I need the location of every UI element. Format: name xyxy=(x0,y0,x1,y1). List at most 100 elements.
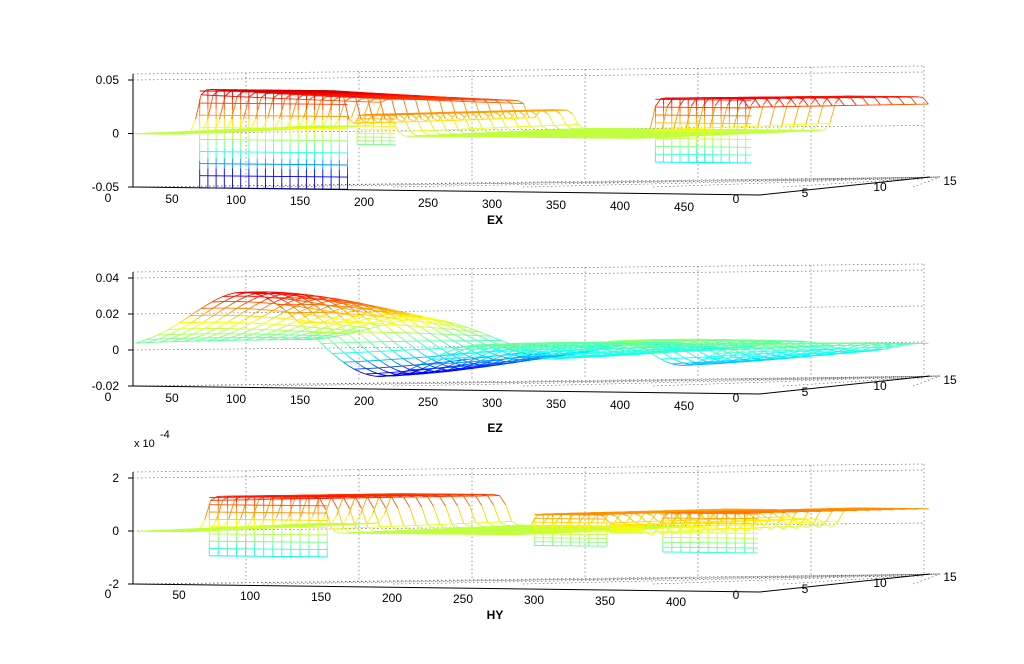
mesh-segment xyxy=(169,132,182,134)
mesh-segment xyxy=(469,344,475,347)
mesh-segment xyxy=(224,91,231,97)
mesh-segment xyxy=(384,363,391,368)
mesh-segment xyxy=(697,350,704,355)
mesh-segment xyxy=(673,105,680,130)
mesh-segment xyxy=(493,127,500,132)
mesh-segment xyxy=(488,98,501,101)
mesh-segment xyxy=(482,127,495,129)
mesh-segment xyxy=(433,129,440,135)
mesh-segment xyxy=(406,95,419,98)
mesh-segment xyxy=(262,320,269,325)
mesh-segment xyxy=(461,112,469,121)
mesh-segment xyxy=(247,91,261,93)
mesh-segment xyxy=(529,129,542,132)
mesh-segment xyxy=(441,135,454,138)
mesh-segment xyxy=(356,352,363,358)
surface-mesh xyxy=(135,89,929,190)
mesh-segment xyxy=(368,98,375,103)
mesh-segment xyxy=(530,125,543,127)
mesh-segment xyxy=(470,127,483,130)
mesh-segment xyxy=(812,123,819,131)
mesh-segment xyxy=(320,313,327,317)
mesh-segment xyxy=(408,118,415,122)
mesh-segment xyxy=(457,133,470,135)
mesh-segment xyxy=(470,112,477,117)
mesh-segment xyxy=(838,98,845,106)
mesh-segment xyxy=(209,321,216,326)
mesh-segment xyxy=(347,92,360,95)
mesh-segment xyxy=(805,103,812,125)
mesh-segment xyxy=(334,125,347,128)
mesh-segment xyxy=(168,328,181,330)
mesh-segment xyxy=(451,354,458,358)
mesh-segment xyxy=(151,334,158,338)
mesh-segment xyxy=(213,311,220,316)
mesh-segment xyxy=(291,99,298,119)
mesh-segment xyxy=(291,125,304,128)
y-tick-label: 0 xyxy=(733,192,740,206)
mesh-segment xyxy=(649,106,656,131)
mesh-segment xyxy=(236,91,243,97)
mesh-segment xyxy=(498,102,506,118)
mesh-segment xyxy=(287,324,300,327)
mesh-segment xyxy=(225,311,232,316)
surface-mesh xyxy=(135,291,929,377)
x-tick-label: 350 xyxy=(546,198,566,212)
mesh-segment xyxy=(481,132,494,134)
mesh-segment xyxy=(337,357,344,363)
mesh-segment xyxy=(274,128,287,130)
mesh-segment xyxy=(230,301,237,306)
mesh-segment xyxy=(440,347,447,353)
mesh-segment xyxy=(517,100,524,104)
mesh-segment xyxy=(529,136,542,138)
mesh-segment xyxy=(469,128,476,134)
mesh-segment xyxy=(818,129,825,131)
mesh-segment xyxy=(307,305,314,309)
mesh-segment xyxy=(802,98,809,107)
mesh-segment xyxy=(201,94,214,96)
mesh-segment xyxy=(666,361,672,365)
mesh-segment xyxy=(727,97,734,106)
mesh-segment xyxy=(274,321,281,325)
mesh-segment xyxy=(445,133,458,136)
mesh-segment xyxy=(467,133,481,135)
mesh-segment xyxy=(655,355,662,360)
mesh-segment xyxy=(291,312,298,317)
mesh-segment xyxy=(333,342,340,349)
mesh-segment xyxy=(715,97,722,106)
mesh-segment xyxy=(428,117,435,131)
mesh-segment xyxy=(817,103,824,124)
mesh-segment xyxy=(453,340,460,345)
mesh-segment xyxy=(541,129,554,131)
mesh-segment xyxy=(362,95,375,97)
mesh-segment xyxy=(518,125,531,128)
mesh-segment xyxy=(577,124,584,129)
mesh-segment xyxy=(379,97,392,99)
mesh-segment xyxy=(336,332,349,335)
mesh-segment xyxy=(381,341,388,347)
mesh-segment xyxy=(527,130,541,133)
mesh-segment xyxy=(390,366,396,371)
mesh-segment xyxy=(769,104,776,126)
mesh-segment xyxy=(325,92,338,95)
mesh-segment xyxy=(697,105,704,129)
mesh-segment xyxy=(542,110,549,115)
x-tick-label: 300 xyxy=(482,197,502,211)
mesh-segment xyxy=(277,89,290,92)
mesh-segment xyxy=(493,131,506,133)
mesh-segment xyxy=(862,97,869,106)
floor-line xyxy=(652,176,941,188)
mesh-segment xyxy=(375,336,382,343)
mesh-segment xyxy=(361,94,374,97)
mesh-segment xyxy=(248,305,255,310)
mesh-segment xyxy=(499,102,512,104)
mesh-segment xyxy=(509,111,517,119)
mesh-segment xyxy=(282,92,295,95)
mesh-segment xyxy=(293,92,306,95)
mesh-segment xyxy=(392,119,399,132)
mesh-segment xyxy=(373,355,380,361)
mesh-segment xyxy=(554,110,561,115)
mesh-segment xyxy=(757,104,764,127)
y-tick-label: 5 xyxy=(802,186,809,200)
mesh-segment xyxy=(562,136,575,139)
